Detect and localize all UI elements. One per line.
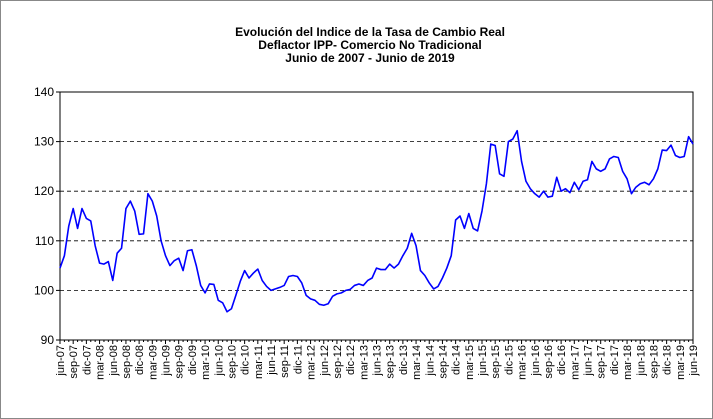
x-tick-label: jun-15 xyxy=(477,345,489,377)
chart-title: Evolución del Indice de la Tasa de Cambi… xyxy=(235,25,505,39)
x-tick-label: jun-12 xyxy=(319,345,331,377)
x-tick-label: dic-13 xyxy=(398,345,410,375)
y-tick-label: 120 xyxy=(34,184,54,198)
x-tick-label: jun-13 xyxy=(372,345,384,377)
x-tick-label: jun-18 xyxy=(635,345,647,377)
x-tick-label: mar-11 xyxy=(253,345,265,379)
x-tick-label: sep-16 xyxy=(543,345,555,379)
x-tick-label: dic-07 xyxy=(81,345,93,375)
x-tick-label: jun-07 xyxy=(55,345,67,377)
x-tick-label: mar-18 xyxy=(622,345,634,380)
x-tick-label: jun-14 xyxy=(424,345,436,377)
x-tick-label: dic-10 xyxy=(240,345,252,375)
x-tick-label: sep-13 xyxy=(385,345,397,379)
x-tick-label: sep-08 xyxy=(121,345,133,379)
x-tick-label: mar-14 xyxy=(411,345,423,380)
x-tick-label: dic-12 xyxy=(345,345,357,375)
x-tick-label: sep-10 xyxy=(226,345,238,379)
x-tick-label: sep-07 xyxy=(68,345,80,379)
x-tick-label: sep-09 xyxy=(174,345,186,379)
x-tick-label: mar-10 xyxy=(200,345,212,380)
x-tick-label: jun-16 xyxy=(530,345,542,377)
x-tick-label: mar-16 xyxy=(517,345,529,380)
x-tick-label: mar-12 xyxy=(306,345,318,380)
x-tick-label: mar-09 xyxy=(147,345,159,380)
x-tick-label: jun-09 xyxy=(161,345,173,377)
x-tick-label: sep-15 xyxy=(490,345,502,379)
x-tick-label: sep-12 xyxy=(332,345,344,379)
x-tick-label: dic-17 xyxy=(609,345,621,375)
y-tick-label: 110 xyxy=(35,234,54,248)
x-tick-label: sep-11 xyxy=(279,345,291,378)
x-tick-label: sep-17 xyxy=(596,345,608,379)
y-tick-label: 100 xyxy=(34,283,54,297)
y-tick-label: 90 xyxy=(41,333,55,347)
x-tick-label: dic-16 xyxy=(556,345,568,375)
x-tick-label: mar-15 xyxy=(464,345,476,380)
x-tick-label: jun-10 xyxy=(213,345,225,377)
chart-subtitle: Deflactor IPP- Comercio No Tradicional xyxy=(258,38,481,52)
x-tick-label: jun-08 xyxy=(108,345,120,377)
y-tick-label: 130 xyxy=(34,135,54,149)
x-tick-label: dic-18 xyxy=(662,345,674,375)
x-tick-label: mar-13 xyxy=(358,345,370,380)
y-tick-label: 140 xyxy=(34,85,54,99)
x-tick-label: mar-08 xyxy=(95,345,107,380)
x-tick-label: sep-18 xyxy=(648,345,660,379)
x-tick-label: jun-19 xyxy=(688,345,700,377)
x-tick-label: dic-14 xyxy=(451,345,463,375)
x-tick-label: mar-17 xyxy=(569,345,581,380)
x-tick-label: jun-17 xyxy=(583,345,595,377)
x-tick-label: sep-14 xyxy=(437,345,449,379)
x-tick-label: jun-11 xyxy=(266,345,278,376)
x-tick-label: dic-09 xyxy=(187,345,199,375)
x-tick-label: dic-15 xyxy=(503,345,515,375)
line xyxy=(59,129,694,313)
chart-subtitle: Junio de 2007 - Junio de 2019 xyxy=(285,51,455,65)
x-tick-label: dic-08 xyxy=(134,345,146,375)
x-tick-label: mar-19 xyxy=(675,345,687,380)
x-tick-label: dic-11 xyxy=(292,345,304,374)
